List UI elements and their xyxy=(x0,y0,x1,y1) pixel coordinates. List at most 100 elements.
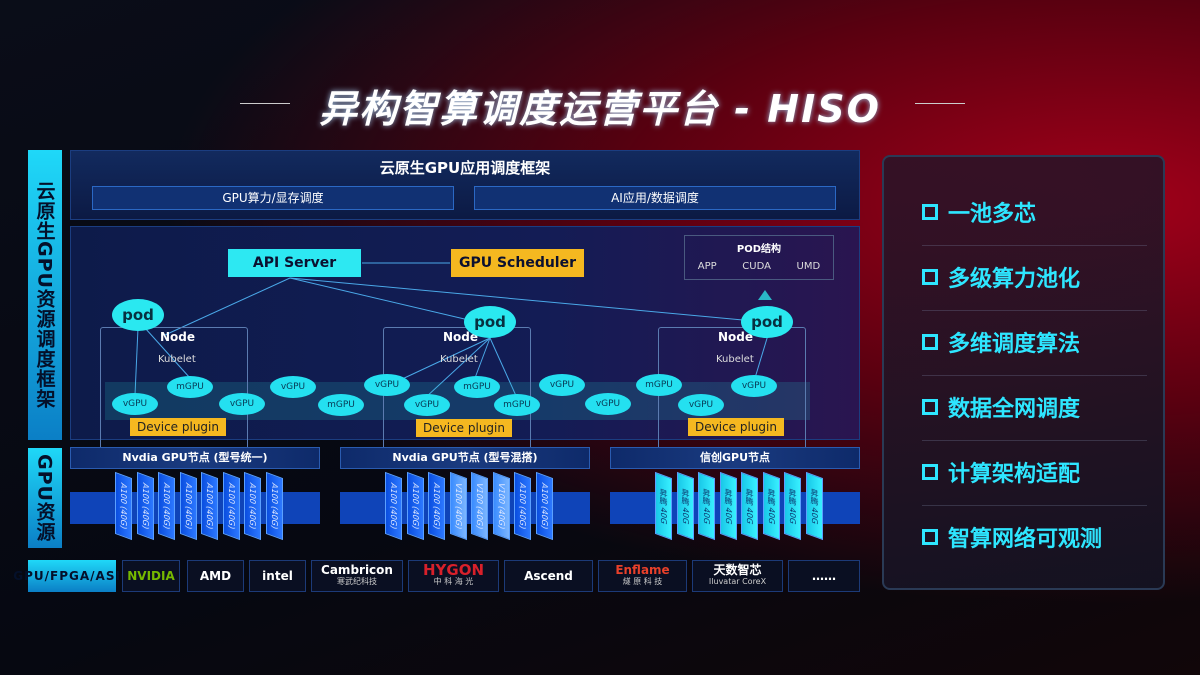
gpu-instance: vGPU xyxy=(678,394,724,416)
divider xyxy=(240,103,290,104)
vendor-logo: Enflame 燧 原 科 技 xyxy=(598,560,687,592)
checkbox-square-icon xyxy=(922,334,938,350)
divider xyxy=(922,440,1147,441)
node-label: Node xyxy=(718,330,754,344)
vendor-logo: HYGON 中 科 海 光 xyxy=(408,560,499,592)
features-panel xyxy=(882,155,1165,590)
feature-label: 智算网络可观测 xyxy=(948,527,1103,552)
gpu-chip: V100 (40G) xyxy=(471,471,488,541)
gpu-node-header: 信创GPU节点 xyxy=(610,447,860,469)
vendor-name: Cambricon xyxy=(321,563,393,577)
framework-side-label: 云原生GPU资源调度框架 xyxy=(28,150,62,440)
gpu-instance: vGPU xyxy=(404,394,450,416)
vendor-logo: AMD xyxy=(187,560,244,592)
pod-structure-title: POD结构 xyxy=(736,244,782,255)
gpu-chip: 昇腾 40G xyxy=(762,471,780,541)
resources-side-label: GPU资源 xyxy=(28,448,62,548)
vendor-logo: NVIDIA xyxy=(122,560,180,592)
gpu-instance: vGPU xyxy=(270,376,316,398)
gpu-chip: V100 (40G) xyxy=(449,471,467,541)
vendor-subname: 寒武纪科技 xyxy=(337,577,377,586)
ai-data-scheduling: AI应用/数据调度 xyxy=(474,186,836,210)
gpu-chip: A100 (40G) xyxy=(136,471,154,541)
checkbox-square-icon xyxy=(922,204,938,220)
gpu-chip: A100 (40G) xyxy=(535,471,553,541)
gpu-chip: 昇腾 40G xyxy=(698,471,715,541)
gpu-chip: 昇腾 40G xyxy=(655,471,672,541)
feature-item: 数据全网调度 xyxy=(922,391,1080,423)
pod: pod xyxy=(112,299,164,331)
kubelet-label: Kubelet xyxy=(716,354,754,365)
vendor-subname: 燧 原 科 技 xyxy=(622,577,663,586)
divider xyxy=(915,103,965,104)
device-plugin: Device plugin xyxy=(130,418,226,436)
vendor-name: 天数智芯 xyxy=(713,563,762,577)
gpu-instance: vGPU xyxy=(539,374,585,396)
divider xyxy=(922,245,1147,246)
divider xyxy=(922,375,1147,376)
vendor-name: Ascend xyxy=(524,569,573,583)
gpu-chip: V100 (40G) xyxy=(492,471,510,541)
gpu-chip: 昇腾 40G xyxy=(741,471,758,541)
gpu-instance: mGPU xyxy=(318,394,364,416)
gpu-chip: A100 (40G) xyxy=(179,471,197,541)
gpu-chip: 昇腾 40G xyxy=(784,471,801,541)
vendor-logo: Ascend xyxy=(504,560,593,592)
gpu-chip: A100 (40G) xyxy=(222,471,240,541)
checkbox-square-icon xyxy=(922,399,938,415)
feature-label: 多维调度算法 xyxy=(948,332,1081,357)
gpu-instance: vGPU xyxy=(585,393,631,415)
vendor-subname: 中 科 海 光 xyxy=(433,577,474,586)
device-plugin: Device plugin xyxy=(688,418,784,436)
gpu-chip: A100 (40G) xyxy=(406,471,424,541)
kubelet-label: Kubelet xyxy=(158,354,196,365)
vendor-name: AMD xyxy=(199,569,232,583)
checkbox-square-icon xyxy=(922,529,938,545)
feature-label: 数据全网调度 xyxy=(948,397,1081,422)
divider xyxy=(922,505,1147,506)
node-label: Node xyxy=(443,330,479,344)
vendor-name: NVIDIA xyxy=(127,569,175,583)
checkbox-square-icon xyxy=(922,269,938,285)
gpu-instance: vGPU xyxy=(219,393,265,415)
vendor-name: Enflame xyxy=(615,563,670,577)
vendor-name: intel xyxy=(262,569,293,583)
node-3 xyxy=(658,327,806,457)
gpu-instance: mGPU xyxy=(636,374,682,396)
gpu-instance: vGPU xyxy=(731,375,777,397)
pod-cuda: CUDA xyxy=(742,261,771,272)
vendor-logo: …… xyxy=(788,560,860,592)
gpu-chip: A100 (40G) xyxy=(115,471,132,541)
api-server: API Server xyxy=(228,249,361,277)
gpu-node-header: Nvdia GPU节点 (型号统一) xyxy=(70,447,320,469)
vendor-logo: 天数智芯 Iluvatar CoreX xyxy=(692,560,783,592)
gpu-instance: mGPU xyxy=(167,376,213,398)
up-arrow-icon xyxy=(758,290,772,300)
gpu-node-header: Nvdia GPU节点 (型号混搭) xyxy=(340,447,590,469)
divider xyxy=(922,310,1147,311)
pod: pod xyxy=(464,306,516,338)
gpu-chip: A100 (40G) xyxy=(244,471,261,541)
device-plugin: Device plugin xyxy=(416,419,512,437)
gpu-chip: A100 (40G) xyxy=(265,471,283,541)
gpu-instance: vGPU xyxy=(112,393,158,415)
feature-label: 一池多芯 xyxy=(948,202,1037,227)
feature-item: 多级算力池化 xyxy=(922,261,1080,293)
gpu-chip: A100 (40G) xyxy=(428,471,445,541)
gpu-chip: 昇腾 40G xyxy=(805,471,823,541)
gpu-chip: A100 (40G) xyxy=(385,471,402,541)
gpu-instance: mGPU xyxy=(454,376,500,398)
framework-title: 云原生GPU应用调度框架 xyxy=(379,159,551,177)
kubelet-label: Kubelet xyxy=(440,354,478,365)
pod-app: APP xyxy=(697,261,717,272)
gpu-chip: A100 (40G) xyxy=(158,471,175,541)
feature-item: 一池多芯 xyxy=(922,196,1036,228)
node-label: Node xyxy=(160,330,196,344)
checkbox-square-icon xyxy=(922,464,938,480)
gpu-instance: mGPU xyxy=(494,394,540,416)
pod-structure: POD结构 APP CUDA UMD xyxy=(684,235,834,280)
gpu-chip: A100 (40G) xyxy=(201,471,218,541)
page-title: 异构智算调度运营平台 - HISO xyxy=(319,87,881,131)
gpu-instance: vGPU xyxy=(364,374,410,396)
